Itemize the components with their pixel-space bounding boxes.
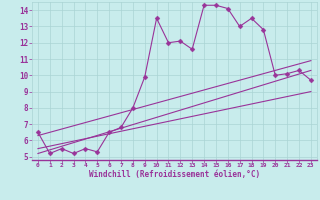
X-axis label: Windchill (Refroidissement éolien,°C): Windchill (Refroidissement éolien,°C)	[89, 170, 260, 179]
